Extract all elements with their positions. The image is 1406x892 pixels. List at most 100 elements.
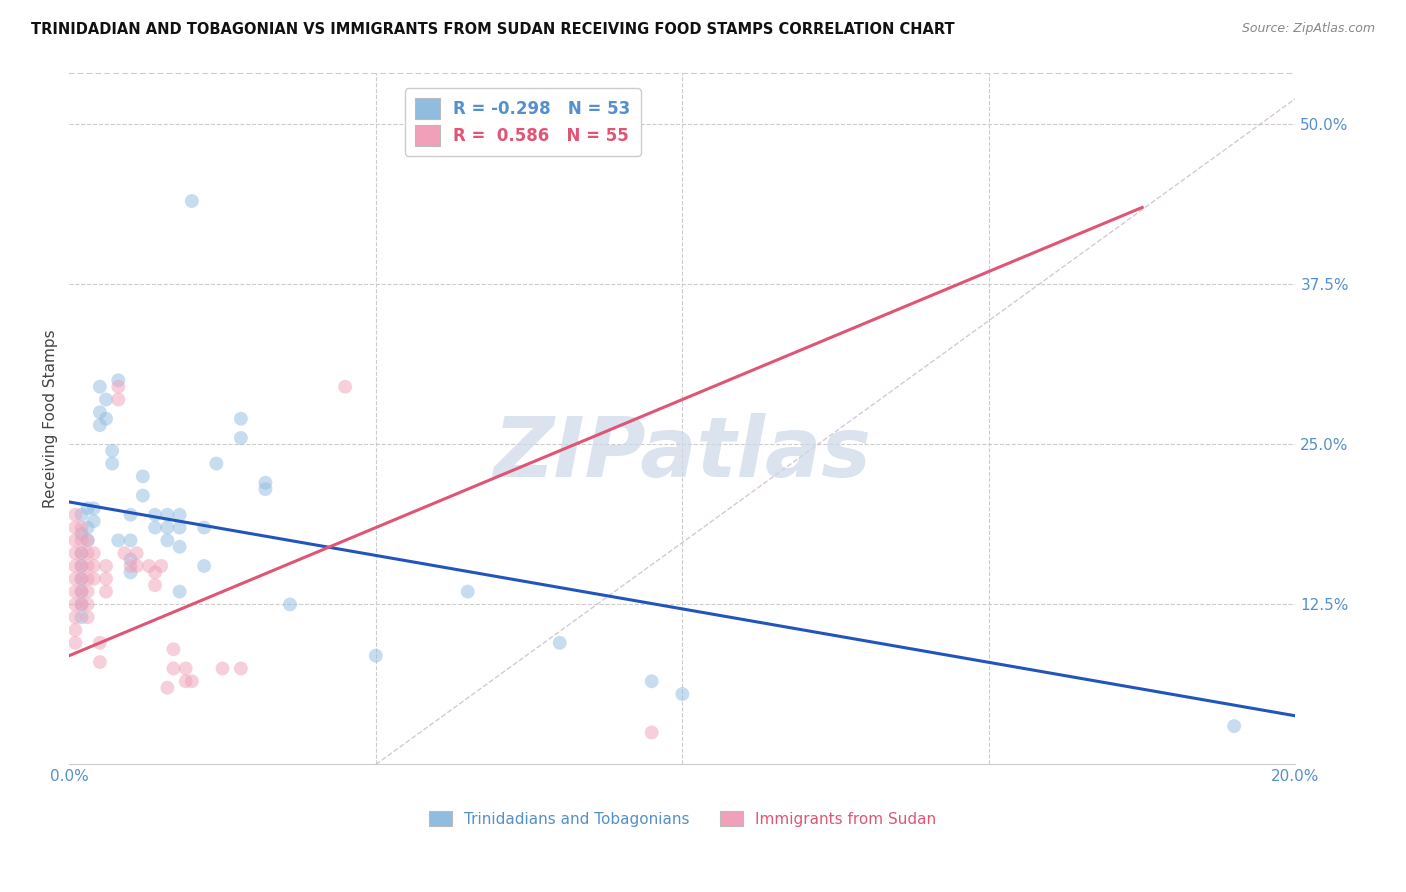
Point <box>65 508 87 522</box>
Point <box>70 546 93 560</box>
Point <box>70 610 93 624</box>
Point <box>76 610 98 624</box>
Point <box>120 533 142 548</box>
Point <box>641 725 664 739</box>
Point <box>180 194 202 208</box>
Point <box>70 584 93 599</box>
Point <box>278 598 301 612</box>
Point <box>143 508 166 522</box>
Point <box>180 674 202 689</box>
Point <box>156 520 179 534</box>
Point <box>70 584 93 599</box>
Point <box>156 533 179 548</box>
Point <box>174 661 197 675</box>
Text: ZIPatlas: ZIPatlas <box>494 413 872 494</box>
Point <box>76 598 98 612</box>
Point <box>229 431 252 445</box>
Point <box>120 566 142 580</box>
Point <box>254 482 277 496</box>
Point <box>70 598 93 612</box>
Point <box>169 584 191 599</box>
Point <box>65 559 87 574</box>
Point <box>205 457 228 471</box>
Point <box>76 520 98 534</box>
Point <box>254 475 277 490</box>
Point <box>125 546 148 560</box>
Point <box>107 392 129 407</box>
Point <box>65 636 87 650</box>
Point <box>1223 719 1246 733</box>
Point <box>193 559 215 574</box>
Point <box>101 443 124 458</box>
Point <box>156 508 179 522</box>
Point <box>70 546 93 560</box>
Point <box>65 623 87 637</box>
Point <box>70 520 93 534</box>
Point <box>83 559 105 574</box>
Point <box>70 572 93 586</box>
Point <box>65 520 87 534</box>
Point <box>70 559 93 574</box>
Point <box>364 648 387 663</box>
Point <box>94 559 117 574</box>
Point <box>76 546 98 560</box>
Point <box>120 508 142 522</box>
Point <box>132 489 155 503</box>
Point <box>143 578 166 592</box>
Point <box>89 418 111 433</box>
Point <box>162 642 184 657</box>
Point <box>65 572 87 586</box>
Point <box>94 572 117 586</box>
Point <box>76 559 98 574</box>
Point <box>169 540 191 554</box>
Point <box>162 661 184 675</box>
Legend: Trinidadians and Tobagonians, Immigrants from Sudan: Trinidadians and Tobagonians, Immigrants… <box>423 805 942 833</box>
Point <box>132 469 155 483</box>
Point <box>174 674 197 689</box>
Point <box>76 572 98 586</box>
Point <box>112 546 135 560</box>
Point <box>89 636 111 650</box>
Point <box>671 687 693 701</box>
Point <box>193 520 215 534</box>
Point <box>107 373 129 387</box>
Point <box>548 636 571 650</box>
Text: TRINIDADIAN AND TOBAGONIAN VS IMMIGRANTS FROM SUDAN RECEIVING FOOD STAMPS CORREL: TRINIDADIAN AND TOBAGONIAN VS IMMIGRANTS… <box>31 22 955 37</box>
Point <box>641 674 664 689</box>
Point <box>76 533 98 548</box>
Point <box>107 380 129 394</box>
Point <box>70 533 93 548</box>
Point <box>138 559 160 574</box>
Point <box>94 392 117 407</box>
Point <box>143 520 166 534</box>
Point <box>120 552 142 566</box>
Point <box>125 559 148 574</box>
Point <box>229 411 252 425</box>
Point <box>76 501 98 516</box>
Point <box>65 584 87 599</box>
Point <box>94 411 117 425</box>
Point <box>156 681 179 695</box>
Point <box>211 661 233 675</box>
Point <box>89 655 111 669</box>
Point <box>70 598 93 612</box>
Point <box>83 501 105 516</box>
Point <box>76 584 98 599</box>
Point <box>83 514 105 528</box>
Point <box>150 559 173 574</box>
Point <box>457 584 479 599</box>
Point <box>65 610 87 624</box>
Point <box>229 661 252 675</box>
Point <box>70 508 93 522</box>
Point <box>83 572 105 586</box>
Point <box>120 559 142 574</box>
Point <box>70 527 93 541</box>
Point <box>333 380 356 394</box>
Point <box>65 546 87 560</box>
Point <box>65 598 87 612</box>
Point <box>143 566 166 580</box>
Point <box>94 584 117 599</box>
Point <box>76 533 98 548</box>
Point <box>101 457 124 471</box>
Y-axis label: Receiving Food Stamps: Receiving Food Stamps <box>44 329 58 508</box>
